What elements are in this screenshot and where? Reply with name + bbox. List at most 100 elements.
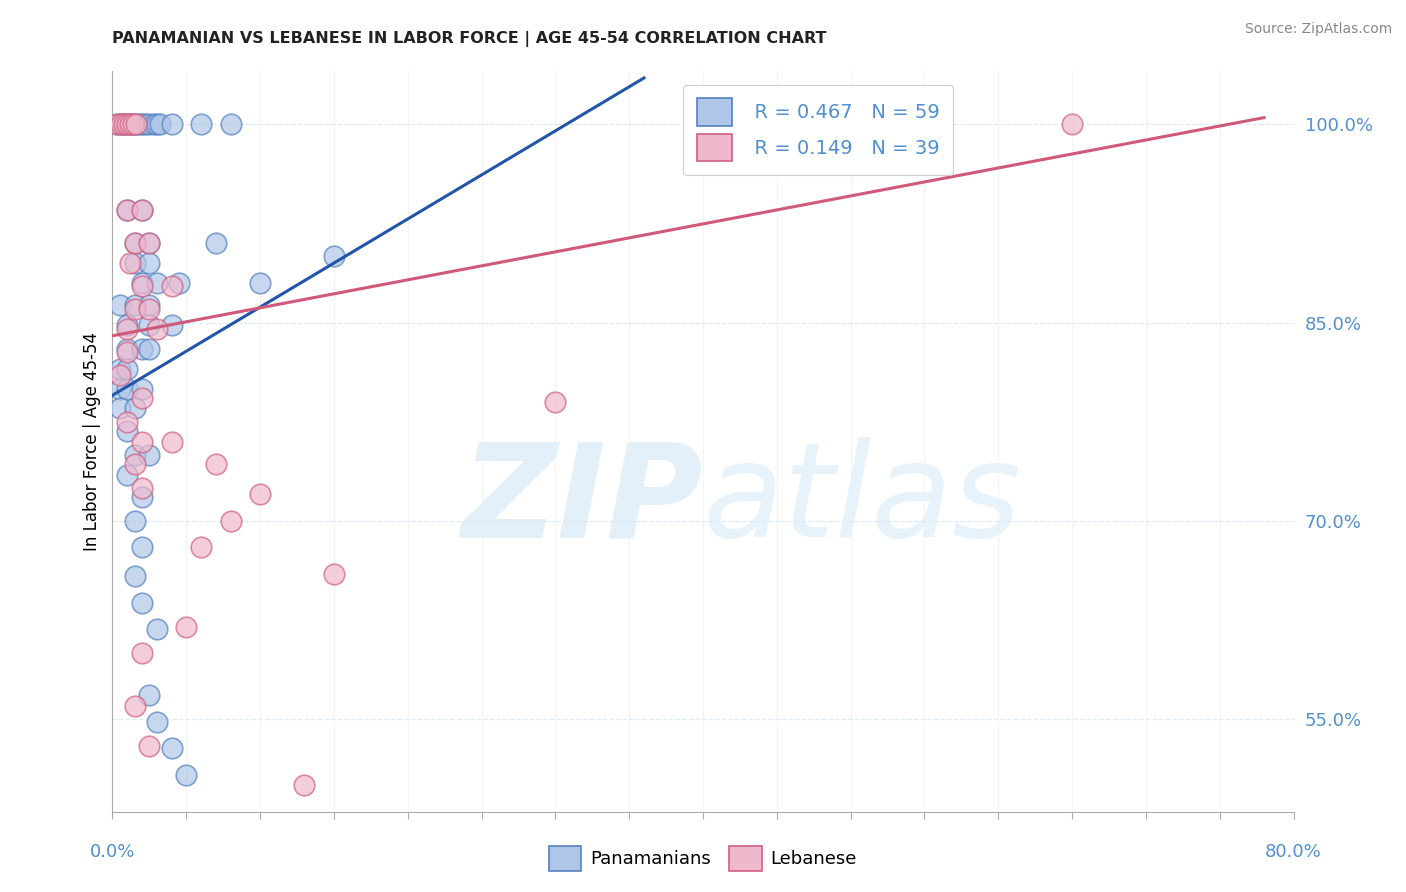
Point — [219, 117, 242, 131]
Point — [117, 467, 138, 482]
Point — [149, 117, 172, 131]
Point — [110, 117, 132, 131]
Text: 0.0%: 0.0% — [90, 843, 135, 861]
Point — [138, 298, 160, 312]
Text: PANAMANIAN VS LEBANESE IN LABOR FORCE | AGE 45-54 CORRELATION CHART: PANAMANIAN VS LEBANESE IN LABOR FORCE | … — [112, 31, 827, 47]
Point — [544, 395, 567, 409]
Point — [131, 117, 153, 131]
Point — [108, 361, 131, 376]
Point — [117, 344, 138, 359]
Point — [131, 342, 153, 356]
Point — [124, 698, 146, 713]
Point — [205, 236, 228, 251]
Point — [138, 256, 160, 270]
Point — [117, 342, 138, 356]
Point — [112, 117, 135, 131]
Legend: Panamanians, Lebanese: Panamanians, Lebanese — [541, 838, 865, 879]
Point — [323, 566, 346, 581]
Point — [117, 382, 138, 396]
Point — [160, 318, 183, 333]
Point — [125, 117, 148, 131]
Point — [160, 741, 183, 756]
Point — [138, 342, 160, 356]
Point — [120, 256, 142, 270]
Text: atlas: atlas — [703, 437, 1022, 565]
Point — [120, 117, 142, 131]
Point — [117, 117, 138, 131]
Point — [131, 481, 153, 495]
Text: 80.0%: 80.0% — [1265, 843, 1322, 861]
Point — [142, 117, 165, 131]
Point — [131, 391, 153, 405]
Point — [146, 117, 169, 131]
Point — [131, 382, 153, 396]
Point — [124, 457, 146, 471]
Point — [190, 117, 212, 131]
Point — [160, 434, 183, 449]
Point — [131, 490, 153, 504]
Text: ZIP: ZIP — [461, 437, 703, 565]
Point — [138, 236, 160, 251]
Point — [219, 514, 242, 528]
Point — [138, 236, 160, 251]
Point — [117, 203, 138, 218]
Point — [128, 117, 150, 131]
Point — [117, 361, 138, 376]
Point — [146, 322, 169, 336]
Point — [124, 448, 146, 462]
Point — [131, 646, 153, 660]
Point — [117, 322, 138, 336]
Point — [108, 298, 131, 312]
Point — [323, 250, 346, 264]
Y-axis label: In Labor Force | Age 45-54: In Labor Force | Age 45-54 — [83, 332, 101, 551]
Point — [146, 714, 169, 729]
Point — [131, 276, 153, 290]
Point — [131, 596, 153, 610]
Point — [1062, 117, 1084, 131]
Point — [124, 256, 146, 270]
Point — [125, 117, 148, 131]
Point — [131, 278, 153, 293]
Point — [174, 767, 197, 781]
Point — [138, 448, 160, 462]
Point — [124, 514, 146, 528]
Point — [105, 117, 128, 131]
Point — [108, 368, 131, 383]
Point — [174, 620, 197, 634]
Point — [249, 276, 271, 290]
Point — [396, 818, 419, 832]
Point — [138, 739, 160, 753]
Point — [117, 318, 138, 333]
Point — [108, 382, 131, 396]
Point — [117, 415, 138, 429]
Point — [249, 487, 271, 501]
Point — [205, 457, 228, 471]
Point — [138, 318, 160, 333]
Point — [120, 117, 142, 131]
Point — [131, 434, 153, 449]
Point — [108, 401, 131, 416]
Legend:   R = 0.467   N = 59,   R = 0.149   N = 39: R = 0.467 N = 59, R = 0.149 N = 39 — [683, 85, 953, 175]
Point — [138, 689, 160, 703]
Point — [122, 117, 145, 131]
Point — [292, 778, 315, 792]
Point — [124, 302, 146, 317]
Point — [117, 117, 138, 131]
Point — [131, 203, 153, 218]
Point — [131, 203, 153, 218]
Point — [122, 117, 145, 131]
Point — [110, 117, 132, 131]
Point — [124, 298, 146, 312]
Point — [160, 117, 183, 131]
Point — [117, 424, 138, 438]
Point — [124, 236, 146, 251]
Point — [134, 117, 156, 131]
Point — [124, 401, 146, 416]
Point — [190, 541, 212, 555]
Point — [138, 302, 160, 317]
Point — [124, 569, 146, 583]
Point — [167, 276, 190, 290]
Text: Source: ZipAtlas.com: Source: ZipAtlas.com — [1244, 22, 1392, 37]
Point — [117, 203, 138, 218]
Point — [146, 276, 169, 290]
